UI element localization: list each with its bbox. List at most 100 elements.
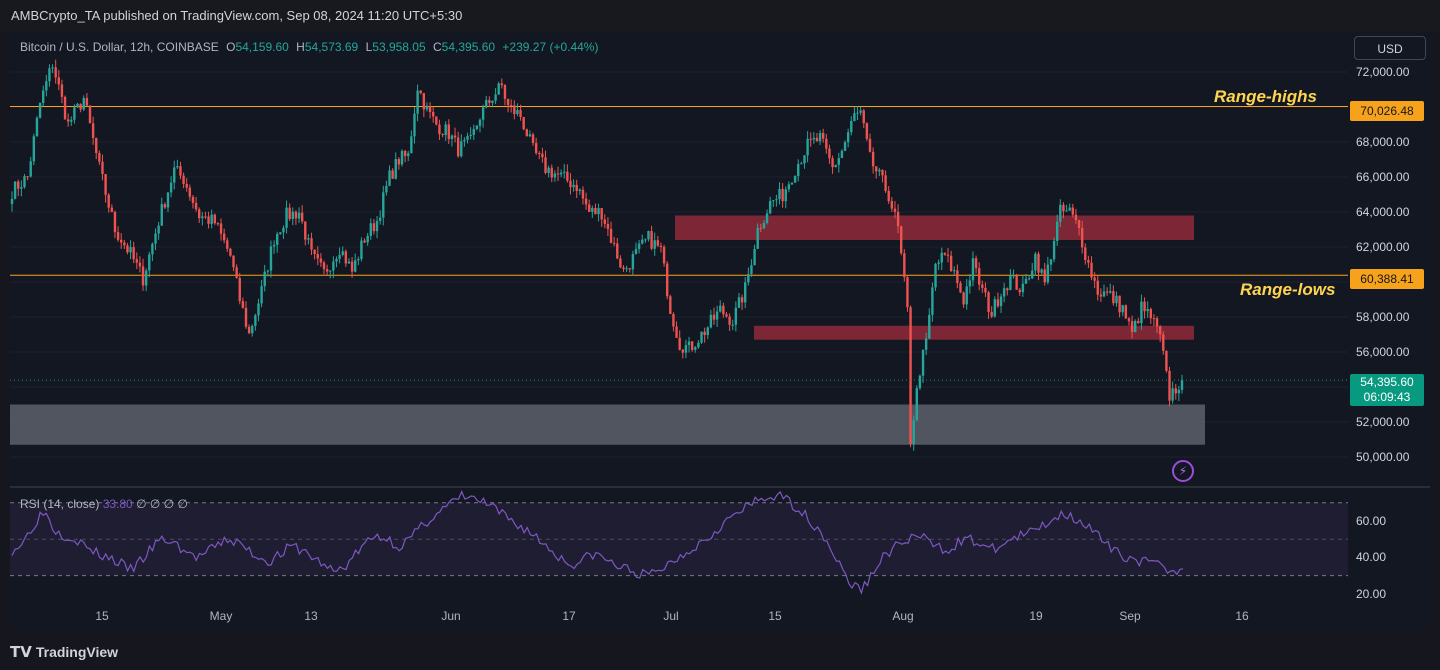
candle-body (229, 248, 232, 256)
candle-body (216, 223, 220, 225)
candle-body (173, 167, 176, 183)
candle-body (132, 247, 135, 260)
candle-body (506, 98, 510, 106)
candle-body (1052, 240, 1056, 260)
candle-body (815, 137, 819, 142)
candle-body (881, 169, 884, 176)
candle-body (831, 158, 834, 168)
candle-body (706, 327, 709, 336)
candle-body (837, 158, 840, 165)
candle-body (843, 142, 847, 151)
candle-body (609, 228, 613, 243)
candle-body (35, 117, 39, 137)
candle-body (834, 164, 837, 168)
candle-body (519, 110, 522, 117)
candle-body (612, 242, 616, 244)
candle-body (325, 269, 329, 272)
candle-body (597, 208, 600, 215)
candle-body (341, 251, 344, 255)
currency-button[interactable]: USD (1354, 36, 1426, 60)
candle-body (556, 173, 560, 175)
candle-body (1043, 269, 1046, 283)
candle-body (1155, 318, 1159, 327)
supply-zone (675, 215, 1194, 240)
candle-body (163, 204, 167, 208)
candle-body (1056, 221, 1059, 241)
candle-body (1115, 295, 1118, 304)
candle-body (460, 141, 463, 157)
candle-body (581, 189, 585, 199)
candle-body (921, 349, 925, 376)
time-tick-label: 17 (562, 609, 576, 623)
candle-body (438, 124, 441, 135)
candle-body (272, 244, 276, 247)
rsi-line (11, 490, 1184, 595)
time-tick-label: 19 (1029, 609, 1043, 623)
candle-body (534, 142, 538, 154)
candle-body (204, 216, 207, 218)
candle-body (566, 171, 569, 181)
candle-body (372, 223, 376, 232)
candle-body (394, 159, 397, 179)
candle-body (818, 132, 822, 142)
candle-body (488, 100, 491, 103)
candle-body (622, 267, 625, 269)
candle-body (541, 153, 544, 158)
candle-body (313, 249, 316, 254)
candle-body (425, 106, 429, 110)
candle-body (591, 207, 594, 212)
candle-body (993, 299, 996, 317)
candle-body (157, 225, 160, 234)
candle-body (32, 136, 36, 162)
candle-body (385, 185, 388, 193)
candle-body (1084, 247, 1087, 260)
candle-body (1062, 204, 1065, 212)
candle-body (772, 200, 775, 202)
candle-body (407, 153, 410, 157)
candle-body (675, 326, 678, 338)
candle-body (594, 207, 597, 215)
candle-body (219, 223, 223, 234)
candle-body (984, 287, 987, 293)
candle-body (1012, 275, 1015, 277)
candle-body (307, 238, 310, 240)
candle-body (391, 170, 394, 179)
candle-body (887, 190, 890, 202)
candle-body (453, 135, 457, 138)
candle-body (1034, 253, 1037, 271)
candle-body (850, 121, 853, 133)
candle-body (494, 94, 497, 101)
candle-body (485, 100, 488, 108)
rsi-name: RSI (14, close) (20, 497, 100, 511)
current-price: 54,395.60 (1360, 375, 1414, 389)
candle-body (884, 175, 887, 191)
candle-body (750, 265, 753, 274)
price-tick-label: 62,000.00 (1356, 240, 1410, 254)
candle-body (428, 106, 432, 113)
candle-body (469, 134, 472, 136)
candle-body (896, 211, 900, 227)
candle-body (1071, 207, 1074, 215)
candle-body (616, 243, 619, 259)
candle-body (1112, 291, 1115, 304)
candle-body (853, 113, 856, 122)
candle-body (1096, 280, 1099, 295)
candle-body (547, 167, 550, 173)
candle-body (528, 134, 532, 137)
candle-body (747, 273, 750, 283)
time-tick-label: 16 (1235, 609, 1249, 623)
candle-body (266, 270, 270, 272)
candle-body (91, 123, 95, 138)
candle-body (319, 258, 323, 263)
candle-body (160, 204, 163, 226)
candle-body (475, 125, 479, 130)
candle-body (135, 259, 138, 263)
lightning-icon[interactable]: ⚡ (1172, 460, 1194, 482)
candle-body (17, 181, 20, 189)
candle-body (51, 67, 54, 69)
candle-body (269, 246, 273, 271)
price-axis[interactable] (1348, 32, 1430, 632)
candle-body (410, 136, 413, 154)
candle-body (210, 214, 213, 224)
candle-body (70, 119, 73, 122)
